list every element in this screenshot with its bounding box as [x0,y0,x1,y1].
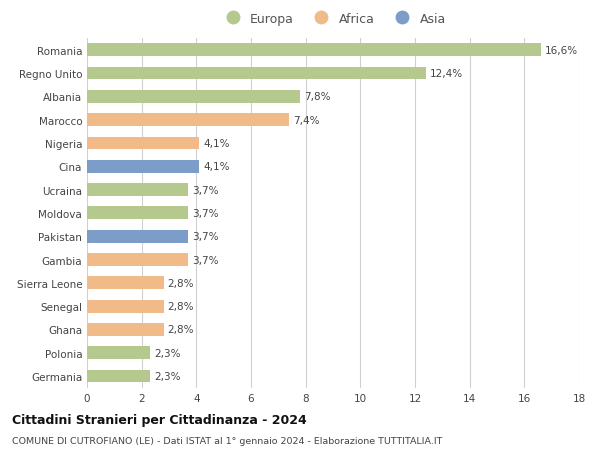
Text: 2,8%: 2,8% [167,302,194,312]
Text: 3,7%: 3,7% [192,185,219,195]
Text: 2,3%: 2,3% [154,371,181,381]
Text: 3,7%: 3,7% [192,255,219,265]
Text: 3,7%: 3,7% [192,208,219,218]
Bar [87,207,188,220]
Text: 2,8%: 2,8% [167,278,194,288]
Bar [87,323,164,336]
Text: Cittadini Stranieri per Cittadinanza - 2024: Cittadini Stranieri per Cittadinanza - 2… [12,413,307,426]
Text: 3,7%: 3,7% [192,232,219,242]
Legend: Europa, Africa, Asia: Europa, Africa, Asia [220,13,446,26]
Bar [87,347,150,359]
Bar [87,277,164,290]
Bar [87,161,199,174]
Bar [87,253,188,266]
Text: COMUNE DI CUTROFIANO (LE) - Dati ISTAT al 1° gennaio 2024 - Elaborazione TUTTITA: COMUNE DI CUTROFIANO (LE) - Dati ISTAT a… [12,436,442,445]
Text: 4,1%: 4,1% [203,139,230,149]
Bar [87,184,188,196]
Bar [87,370,150,383]
Text: 12,4%: 12,4% [430,69,463,79]
Bar [87,137,199,150]
Bar [87,67,426,80]
Text: 16,6%: 16,6% [545,45,578,56]
Text: 7,4%: 7,4% [293,115,320,125]
Bar [87,114,289,127]
Text: 2,8%: 2,8% [167,325,194,335]
Text: 4,1%: 4,1% [203,162,230,172]
Text: 2,3%: 2,3% [154,348,181,358]
Bar [87,300,164,313]
Bar [87,91,300,104]
Bar [87,230,188,243]
Text: 7,8%: 7,8% [304,92,331,102]
Bar [87,44,541,57]
